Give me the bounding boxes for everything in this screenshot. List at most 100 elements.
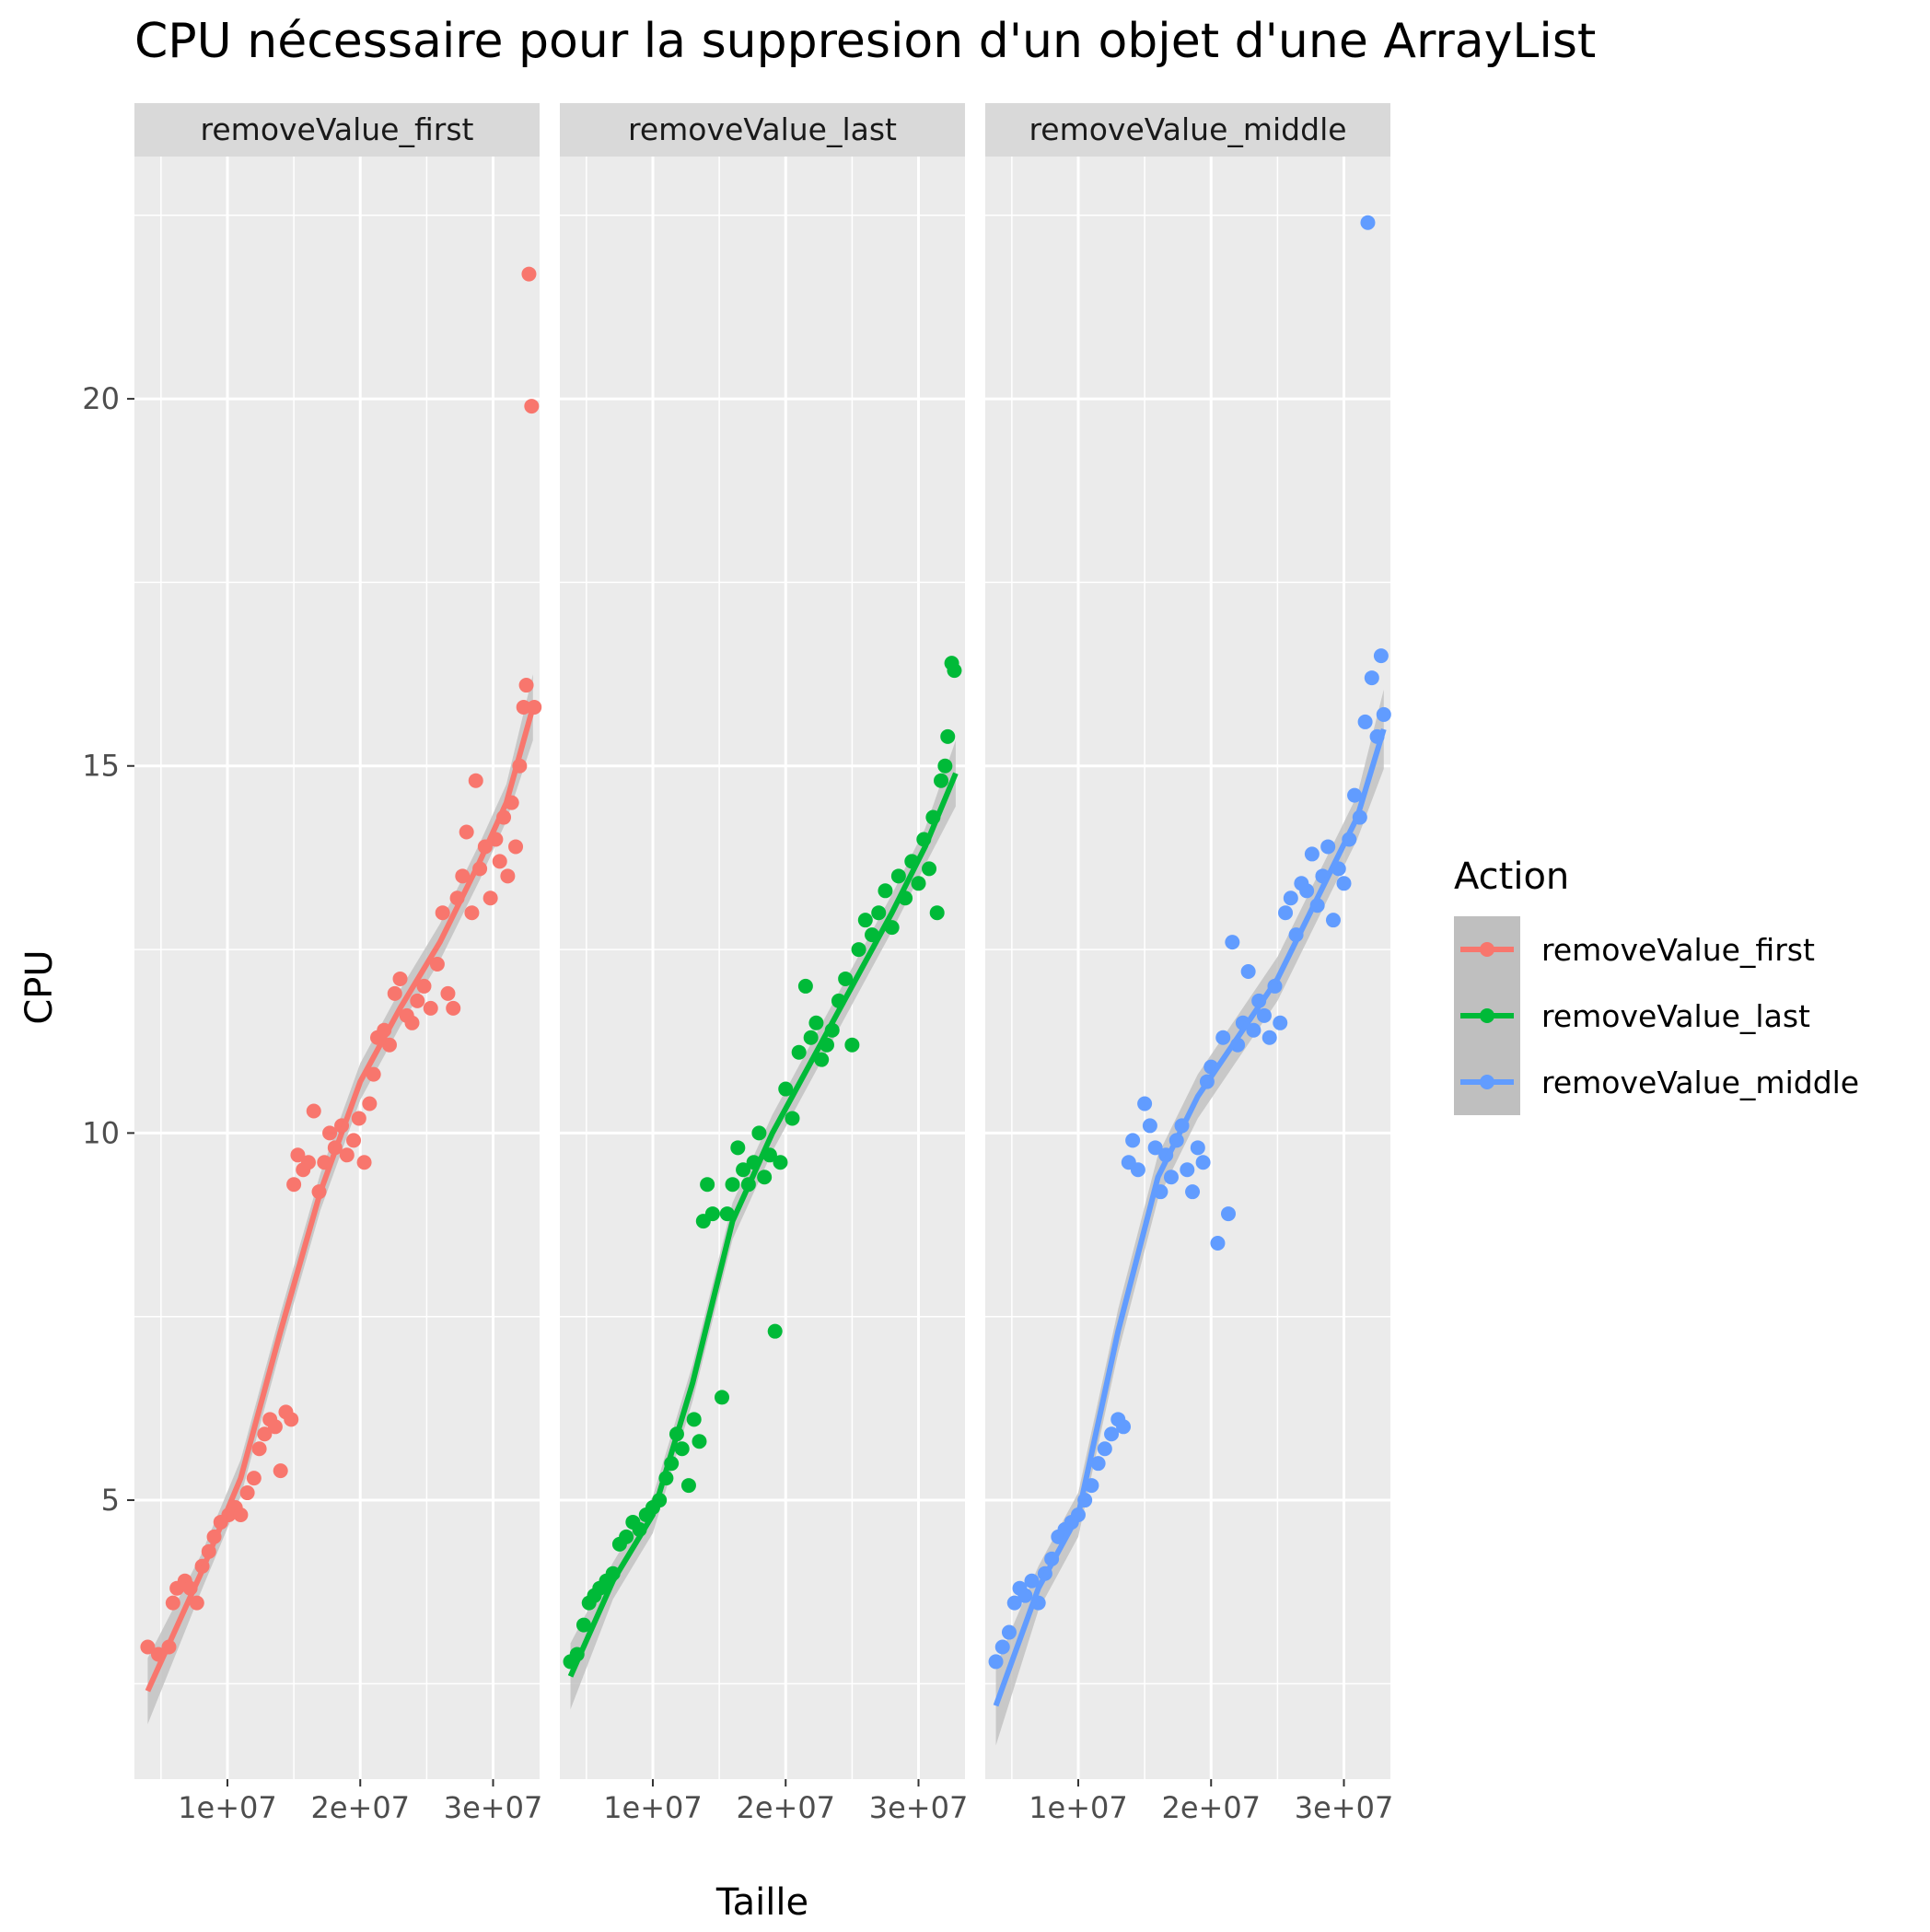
data-point (940, 728, 956, 744)
data-point (286, 1177, 302, 1193)
data-point (459, 824, 474, 840)
data-point (492, 854, 507, 869)
data-point (1256, 1007, 1272, 1023)
data-point (814, 1052, 830, 1067)
y-tick-label: 5 (101, 1483, 120, 1518)
data-point (1116, 1419, 1132, 1435)
data-point (267, 1419, 283, 1435)
data-point (1190, 1140, 1205, 1156)
smooth-line (145, 706, 536, 1693)
y-tick-label: 15 (82, 749, 120, 784)
data-point (808, 1015, 824, 1030)
data-point (700, 1177, 715, 1193)
data-point (1210, 1235, 1226, 1251)
legend: Action removeValue_first removeValue_last… (1454, 855, 1859, 1115)
data-point (1137, 1096, 1153, 1111)
data-point (1006, 1595, 1022, 1611)
data-point (1180, 1162, 1195, 1178)
data-point (692, 1434, 707, 1449)
legend-label: removeValue_middle (1541, 1065, 1859, 1100)
data-point (704, 1206, 720, 1222)
data-point (988, 1654, 1004, 1670)
data-point (719, 1206, 735, 1222)
data-point (440, 985, 456, 1001)
data-point (381, 1037, 397, 1053)
data-point (767, 1323, 783, 1339)
data-point (1320, 839, 1336, 855)
data-point (1130, 1162, 1145, 1178)
data-point (387, 985, 402, 1001)
data-point (890, 868, 906, 884)
data-point (1261, 1030, 1277, 1045)
data-point (857, 913, 873, 928)
data-point (1273, 1015, 1288, 1030)
x-tick-label: 2e+07 (310, 1790, 410, 1825)
x-tick-label: 1e+07 (603, 1790, 703, 1825)
smooth-line (993, 728, 1387, 1707)
x-axis-title: Taille (715, 1881, 808, 1924)
data-point (680, 1478, 696, 1494)
data-point (189, 1595, 204, 1611)
data-point (482, 890, 498, 906)
data-point (791, 1044, 807, 1060)
data-point (1325, 913, 1341, 928)
data-point (290, 1147, 306, 1163)
data-point (1215, 1030, 1231, 1045)
x-tick-label: 1e+07 (1029, 1790, 1128, 1825)
legend-key-point (1480, 942, 1494, 957)
data-point (1336, 876, 1352, 891)
data-point (1097, 1441, 1112, 1457)
data-point (1347, 787, 1363, 803)
data-point (140, 1639, 156, 1655)
panel-background (134, 157, 540, 1779)
data-point (803, 1030, 819, 1045)
data-point (994, 1639, 1010, 1655)
data-point (1225, 935, 1240, 950)
data-point (1142, 1118, 1157, 1134)
data-point (911, 876, 926, 891)
data-point (339, 1147, 355, 1163)
legend-item-removeValue_middle: removeValue_middle (1454, 1049, 1859, 1115)
data-point (797, 978, 813, 994)
legend-key-point (1480, 1008, 1494, 1023)
panel-background (985, 157, 1390, 1779)
data-point (416, 978, 432, 994)
data-point (356, 1155, 372, 1170)
data-point (1376, 706, 1391, 722)
data-point (1373, 648, 1389, 664)
data-point (516, 699, 531, 715)
data-point (1299, 883, 1315, 899)
data-point (730, 1140, 746, 1156)
data-point (1360, 215, 1376, 230)
data-point (346, 1133, 362, 1148)
data-point (757, 1170, 773, 1185)
data-point (1125, 1133, 1141, 1148)
panel-background (560, 157, 965, 1779)
x-tick-label: 3e+07 (1295, 1790, 1394, 1825)
y-tick-label: 10 (82, 1115, 120, 1150)
data-point (257, 1426, 273, 1442)
facet-panel-removeValue_middle: removeValue_middle 1e+07 2e+07 3e+07 (985, 103, 1412, 1825)
legend-label: removeValue_last (1541, 998, 1810, 1034)
data-point (1357, 714, 1373, 729)
data-point (929, 905, 945, 921)
facet-panel-removeValue_first: removeValue_first 1e+07 2e+07 3e+07 (134, 103, 561, 1825)
data-point (464, 905, 480, 921)
confidence-band (995, 689, 1384, 1746)
legend-item-removeValue_last: removeValue_last (1454, 983, 1810, 1049)
data-point (518, 678, 534, 693)
chart-title: CPU nécessaire pour la suppresion d'un o… (134, 14, 1596, 69)
data-point (322, 1125, 338, 1141)
data-point (410, 993, 425, 1008)
data-point (715, 1390, 729, 1405)
data-point (576, 1617, 591, 1633)
legend-title: Action (1454, 855, 1569, 898)
data-point (239, 1485, 255, 1501)
data-point (844, 1037, 860, 1053)
x-tick-label: 2e+07 (1161, 1790, 1261, 1825)
data-point (1283, 890, 1298, 906)
data-point (455, 868, 471, 884)
facet-label: removeValue_last (628, 111, 897, 147)
